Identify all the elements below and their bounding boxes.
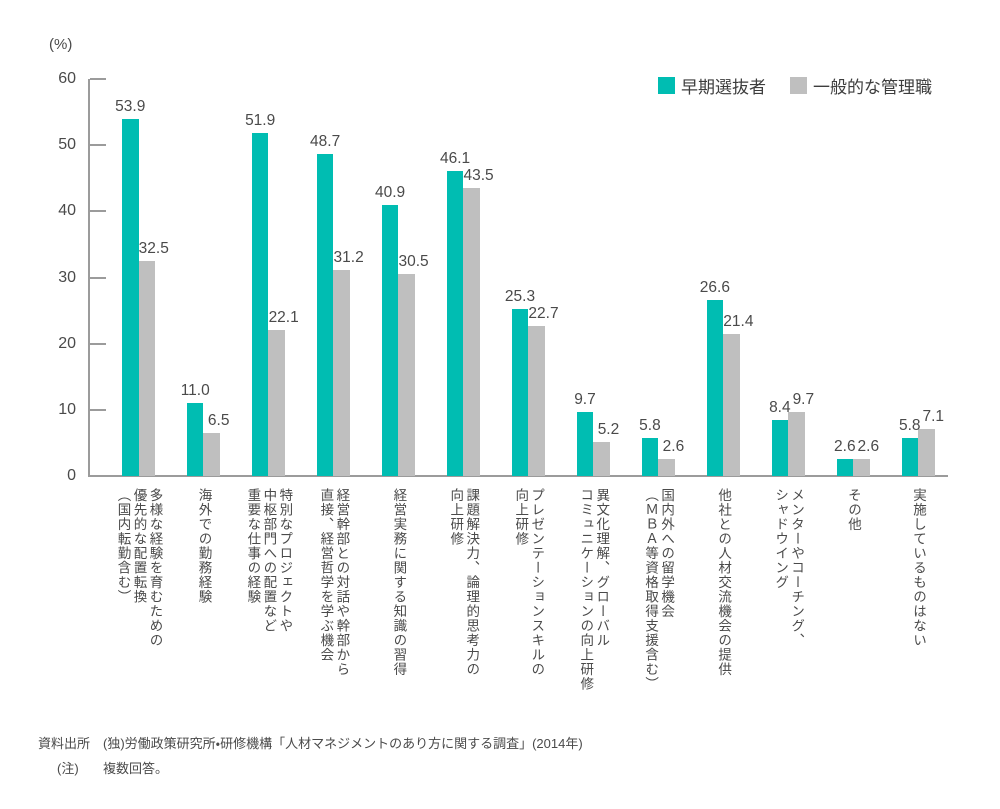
bar-early-selectee: [446, 170, 464, 476]
bar-general-manager: [723, 334, 740, 476]
bar-early-selectee: [186, 403, 204, 476]
bar-general-manager: [398, 274, 415, 476]
source-label: 資料出所: [38, 736, 91, 751]
value-label-early-selectee: 46.1: [439, 149, 471, 167]
bar-early-selectee: [251, 132, 269, 476]
legend-label-early-selectee: 早期選抜者: [681, 78, 766, 97]
category-label: 国内外への留学機会 （ＭＢＡ等資格取得支援含む）: [643, 488, 675, 691]
y-tick-label: 60: [58, 70, 76, 87]
value-label-general-manager: 21.4: [723, 313, 754, 331]
legend-swatch-general-manager: [790, 77, 807, 94]
value-label-general-manager: 22.7: [528, 304, 559, 322]
value-label-general-manager: 5.2: [597, 420, 620, 438]
bar-general-manager: [853, 458, 870, 476]
bar-general-manager: [463, 188, 480, 476]
value-label-early-selectee: 2.6: [834, 437, 856, 455]
value-label-general-manager: 30.5: [398, 253, 429, 271]
value-label-early-selectee: 5.8: [898, 416, 921, 434]
value-label-early-selectee: 11.0: [180, 382, 210, 400]
bar-general-manager: [203, 432, 220, 476]
y-tick-label: 50: [58, 136, 76, 154]
bar-early-selectee: [706, 299, 724, 476]
value-label-early-selectee: 8.4: [769, 399, 791, 417]
bar-early-selectee: [771, 420, 789, 476]
bar-early-selectee: [901, 437, 919, 476]
note-line: (注) 複数回答。: [38, 756, 583, 781]
value-label-general-manager: 43.5: [463, 167, 494, 185]
value-label-general-manager: 31.2: [333, 248, 364, 266]
bar-general-manager: [593, 441, 610, 476]
bar-early-selectee: [511, 308, 529, 476]
value-label-early-selectee: 5.8: [639, 416, 661, 434]
value-label-general-manager: 6.5: [207, 411, 230, 429]
bar-general-manager: [333, 269, 350, 476]
legend-swatch-early-selectee: [658, 77, 675, 94]
y-tick-mark: [90, 408, 106, 411]
y-axis-unit-label: (%): [49, 36, 73, 53]
y-tick-label: 0: [67, 467, 76, 484]
value-label-general-manager: 2.6: [662, 437, 685, 455]
bar-early-selectee: [122, 119, 139, 476]
value-label-early-selectee: 26.6: [699, 278, 730, 296]
value-label-general-manager: 9.7: [792, 390, 815, 408]
y-tick-mark: [90, 342, 106, 345]
category-label: 実施しているものはない: [911, 488, 927, 648]
category-label: 海外での勤務経験: [196, 488, 212, 604]
source-text: (独)労働政策研究所・研修機構「人材マネジメントのあり方に関する調査」(2014…: [103, 736, 583, 751]
value-label-early-selectee: 25.3: [504, 287, 536, 305]
bar-general-manager: [788, 411, 805, 476]
value-label-early-selectee: 40.9: [374, 184, 406, 202]
y-tick-label: 40: [58, 202, 76, 220]
source-line: 資料出所 (独)労働政策研究所・研修機構「人材マネジメントのあり方に関する調査」…: [38, 731, 583, 756]
bar-early-selectee: [381, 205, 399, 476]
bar-general-manager: [918, 429, 935, 476]
y-axis-line: [88, 79, 90, 477]
category-label: メンターやコーチング、 シャドウイング: [773, 488, 805, 648]
y-tick-mark: [90, 144, 106, 147]
note-label: (注): [57, 761, 79, 776]
note-text: 複数回答。: [103, 761, 169, 776]
value-label-early-selectee: 9.7: [574, 390, 596, 408]
bar-early-selectee: [316, 153, 334, 476]
y-tick-mark: [90, 78, 106, 80]
category-label: 異文化理解、グローバル コミュニケーションの向上研修: [578, 488, 610, 691]
bar-general-manager: [268, 329, 285, 476]
legend-label-general-manager: 一般的な管理職: [813, 78, 932, 97]
legend-item-early-selectee: 早期選抜者: [658, 73, 766, 98]
category-label: 経営実務に関する知識の習得: [391, 488, 407, 677]
legend-item-general-manager: 一般的な管理職: [790, 73, 932, 98]
y-tick-label: 30: [58, 268, 76, 286]
value-label-general-manager: 22.1: [268, 308, 299, 326]
chart-legend: 早期選抜者 一般的な管理職: [658, 73, 932, 98]
y-tick-label: 10: [58, 400, 76, 418]
chart-footer: 資料出所 (独)労働政策研究所・研修機構「人材マネジメントのあり方に関する調査」…: [38, 731, 583, 781]
value-label-general-manager: 32.5: [138, 239, 169, 257]
bar-general-manager: [658, 458, 675, 476]
y-tick-mark: [90, 276, 106, 279]
y-tick-mark: [90, 210, 106, 213]
category-label: 特別なプロジェクトや 中枢部門への配置など 重要な仕事の経験: [245, 488, 293, 633]
category-label: 課題解決力、論理的思考力の 向上研修: [448, 488, 480, 677]
value-label-early-selectee: 48.7: [310, 132, 341, 150]
bar-general-manager: [138, 260, 155, 476]
bar-general-manager: [528, 325, 545, 476]
x-axis-line: [88, 475, 948, 477]
category-label: その他: [846, 488, 862, 532]
bar-early-selectee: [641, 437, 659, 476]
bar-early-selectee: [836, 458, 854, 476]
category-label: 多様な経験を育むための 優先的な配置転換 （国内転勤含む）: [115, 488, 163, 648]
category-label: 他社との人材交流機会の提供: [716, 488, 732, 677]
category-label: 経営幹部との対話や幹部から 直接、経営哲学を学ぶ機会: [318, 488, 350, 677]
category-label: プレゼンテーションスキルの 向上研修: [513, 488, 545, 677]
value-label-general-manager: 2.6: [857, 437, 880, 455]
value-label-general-manager: 7.1: [922, 408, 945, 426]
y-tick-label: 20: [58, 334, 76, 352]
bar-early-selectee: [576, 411, 594, 476]
value-label-early-selectee: 51.9: [245, 111, 276, 129]
value-label-early-selectee: 53.9: [115, 98, 146, 116]
